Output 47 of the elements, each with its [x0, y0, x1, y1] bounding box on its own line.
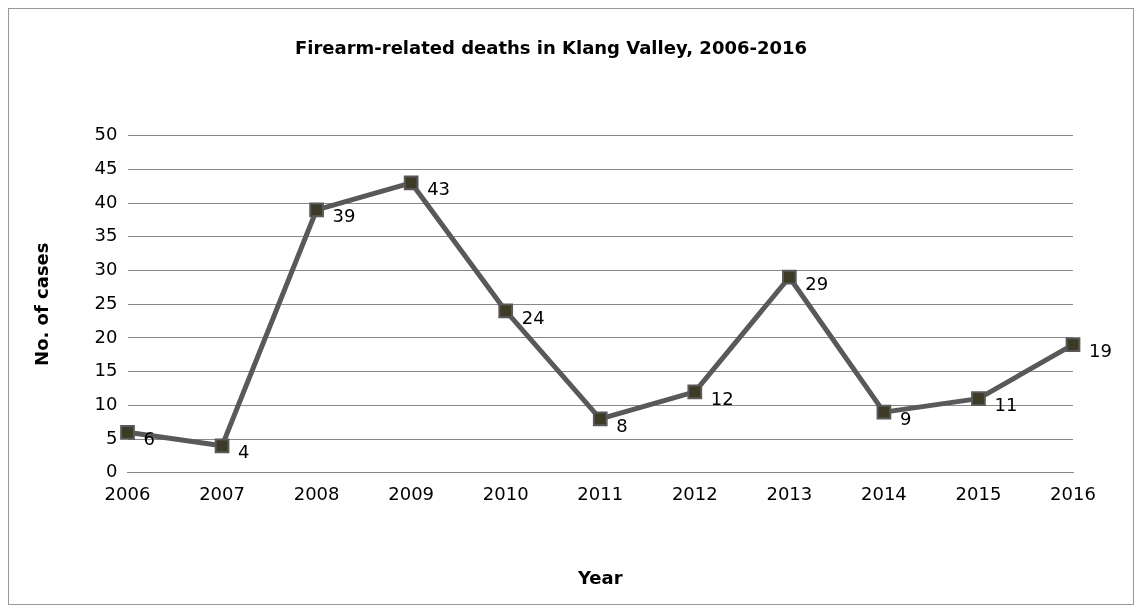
x-tick-label: 2008: [293, 483, 340, 505]
data-label: 8: [616, 414, 628, 436]
point: [120, 424, 135, 440]
point: [876, 404, 892, 420]
data-label: 29: [805, 272, 829, 294]
point: [1065, 337, 1081, 353]
x-axis-title: Year: [576, 566, 623, 588]
point: [309, 202, 324, 218]
data-label: 4: [238, 441, 250, 463]
y-tick-label: 0: [106, 460, 118, 482]
y-tick-label: 15: [94, 359, 118, 381]
data-label: 43: [427, 178, 451, 200]
point: [592, 411, 608, 427]
x-tick-label: 2010: [482, 483, 529, 505]
y-tick-label: 25: [94, 291, 118, 313]
y-tick-label: 20: [94, 325, 118, 347]
x-tick-label: 2013: [766, 483, 813, 505]
y-tick-label: 5: [106, 426, 118, 448]
point: [687, 384, 703, 400]
y-tick-label: 10: [94, 393, 118, 415]
x-tick-label: 2016: [1050, 483, 1096, 505]
x-tick-label: 2006: [104, 483, 151, 505]
y-tick-label: 45: [94, 156, 118, 178]
point: [781, 269, 797, 285]
data-label: 9: [899, 407, 912, 429]
point: [498, 303, 514, 319]
chart-title: Firearm-related deaths in Klang Valley, 2006-2016: [294, 37, 808, 59]
x-tick-label: 2009: [388, 483, 435, 505]
data-label: 19: [1089, 340, 1112, 362]
y-tick-label: 50: [94, 123, 118, 145]
x-tick-label: 2015: [955, 483, 1002, 505]
x-tick-label: 2012: [671, 483, 718, 505]
data-label: 12: [710, 387, 734, 409]
y-tick-label: 35: [94, 224, 118, 246]
y-axis-title: No. of cases: [31, 242, 53, 366]
data-label: 11: [994, 394, 1018, 416]
point: [971, 391, 986, 406]
x-tick-label: 2014: [860, 483, 907, 505]
y-tick-label: 40: [94, 190, 118, 212]
x-tick-label: 2011: [577, 483, 624, 505]
data-label: 6: [143, 428, 155, 450]
y-tick-label: 30: [94, 258, 118, 280]
data-label: 39: [332, 205, 356, 227]
data-label: 24: [521, 306, 545, 328]
point: [403, 175, 419, 191]
point: [214, 438, 230, 454]
x-tick-label: 2007: [199, 483, 245, 505]
